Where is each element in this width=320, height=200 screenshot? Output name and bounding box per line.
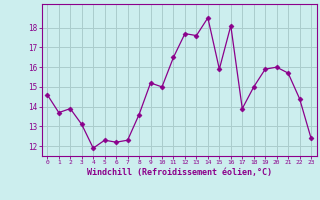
X-axis label: Windchill (Refroidissement éolien,°C): Windchill (Refroidissement éolien,°C) [87, 168, 272, 177]
